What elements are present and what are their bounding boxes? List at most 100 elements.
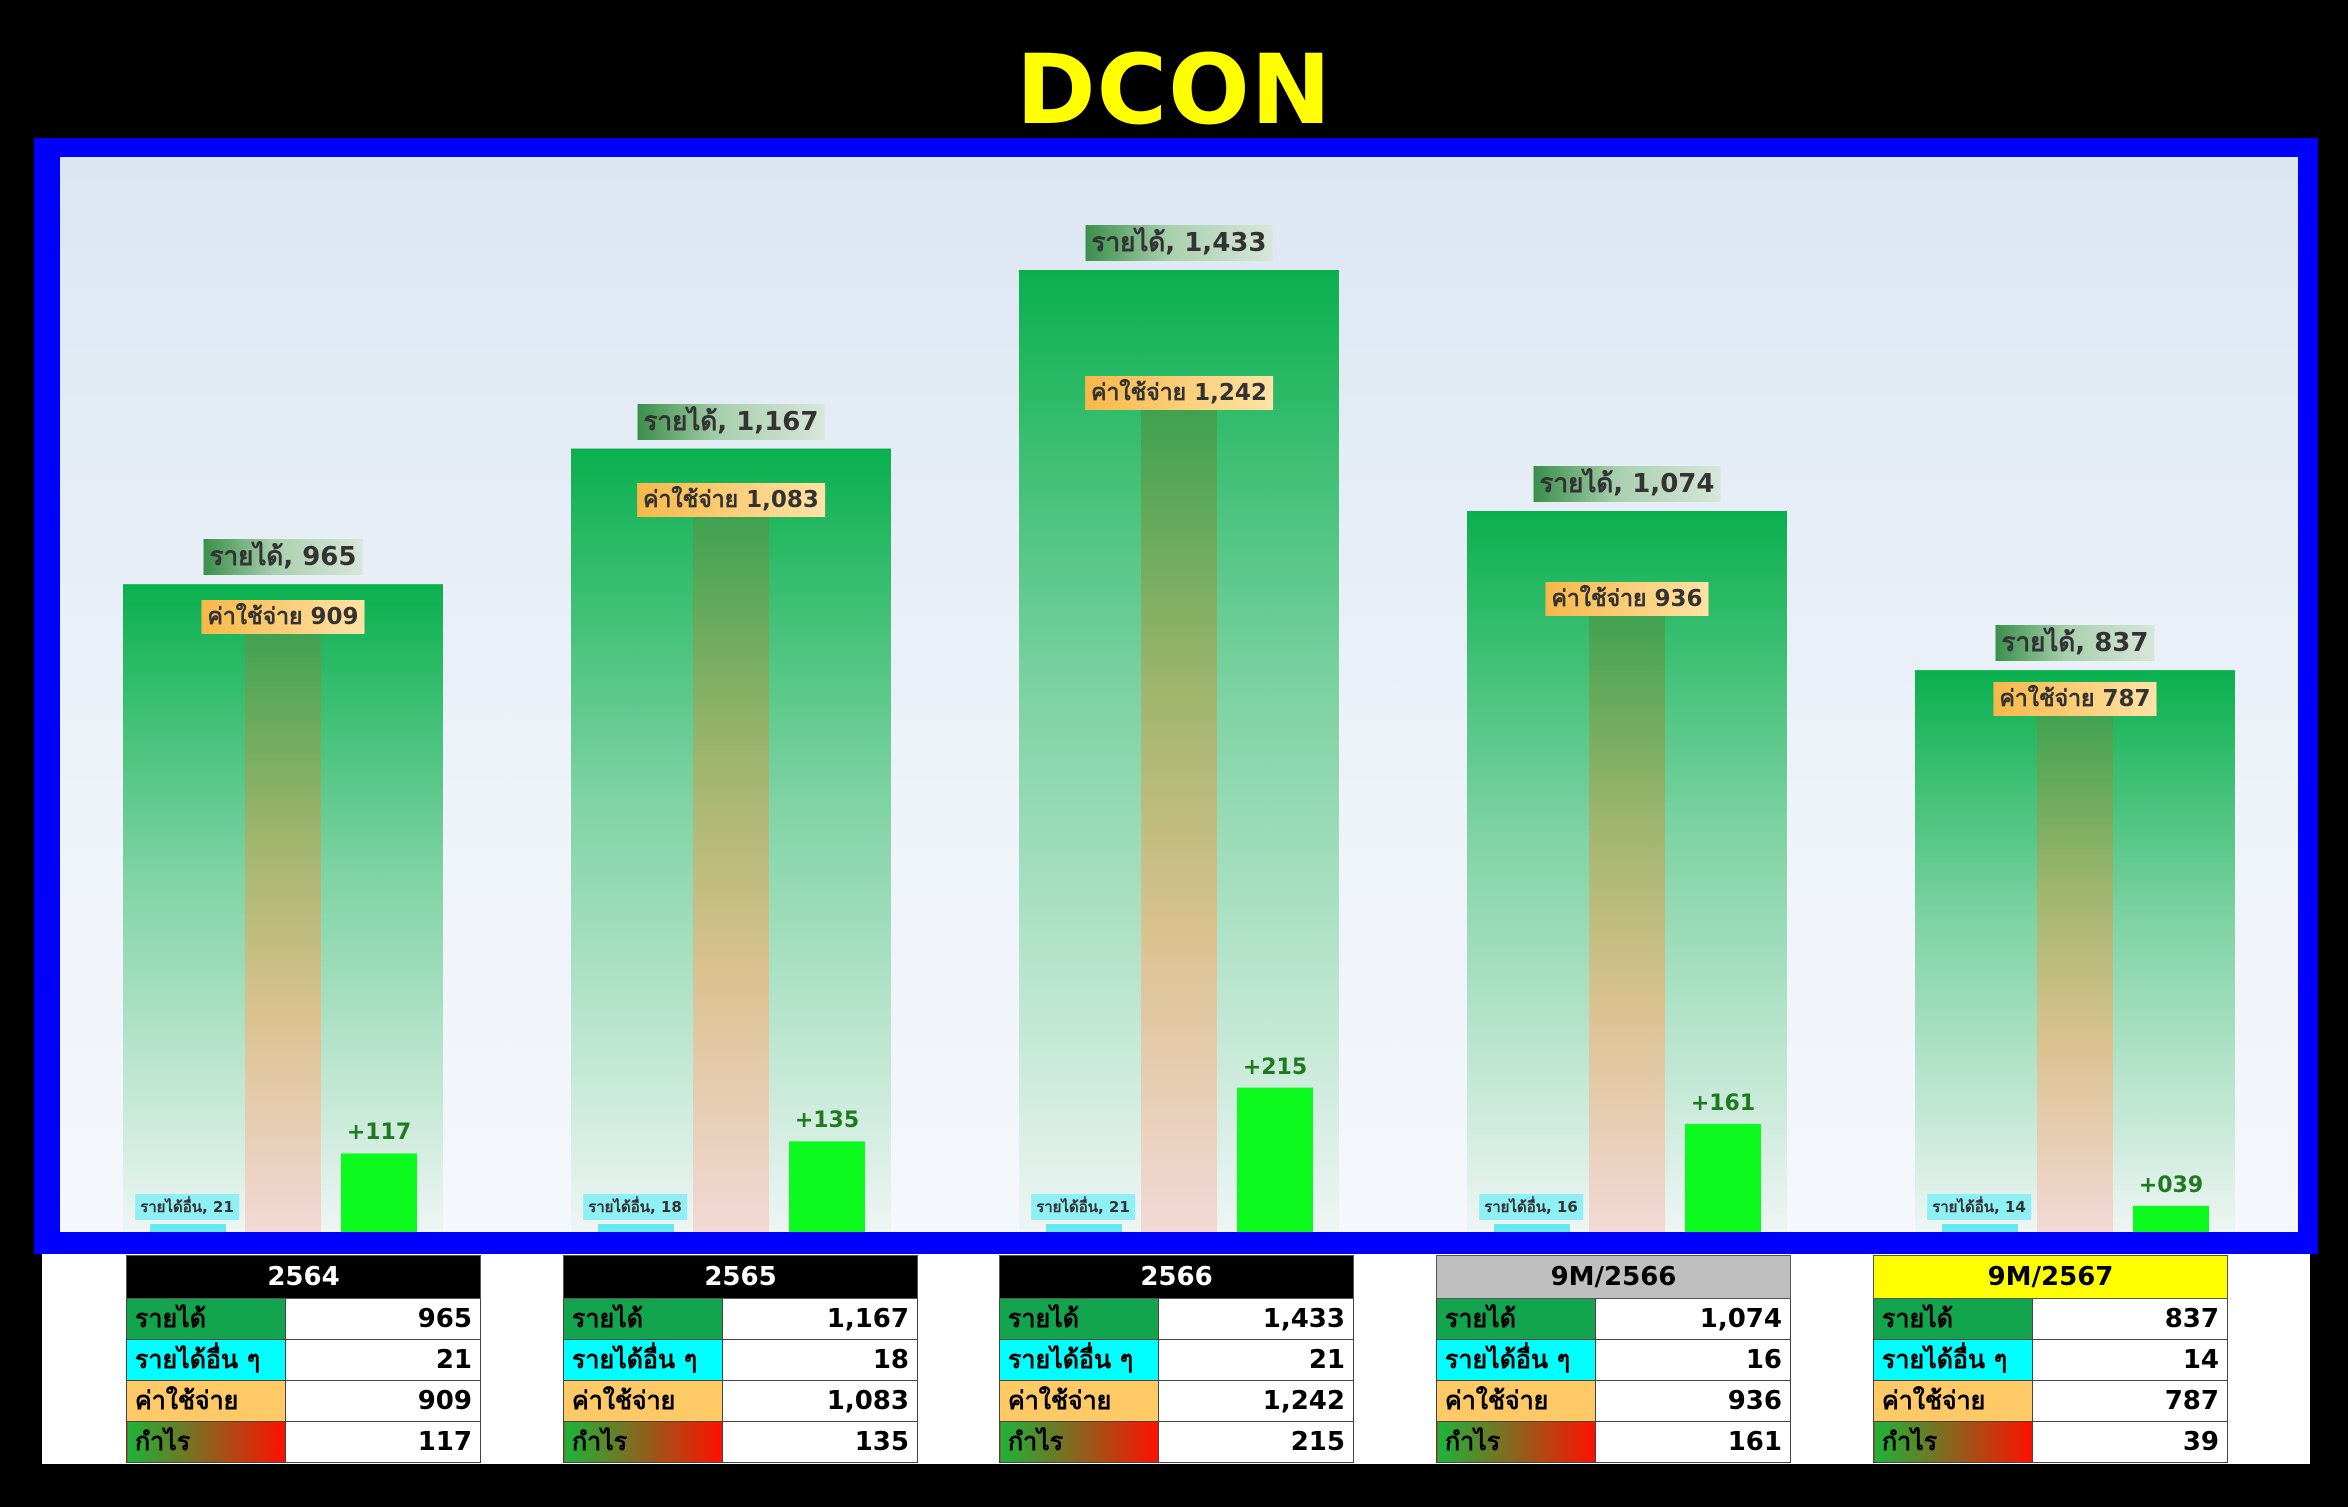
row-value: 936 — [1595, 1380, 1791, 1422]
revenue-data-label: รายได้, 1,433 — [1085, 225, 1273, 261]
other-income-bar — [1046, 1224, 1122, 1232]
summary-table: 2566 รายได้ 1,433 รายได้อื่น ๆ 21 ค่าใช้จ่… — [999, 1255, 1354, 1463]
expense-data-label: ค่าใช้จ่าย 1,242 — [1085, 376, 1273, 411]
row-label: รายได้ — [126, 1298, 286, 1340]
revenue-data-label: รายได้, 1,167 — [637, 403, 825, 440]
table-row: กำไร 117 — [126, 1421, 481, 1463]
row-label: รายได้ — [999, 1298, 1159, 1340]
row-label: รายได้อื่น ๆ — [126, 1339, 286, 1381]
table-row: รายได้อื่น ๆ 16 — [1436, 1339, 1791, 1381]
row-value: 965 — [285, 1298, 481, 1340]
row-value: 1,083 — [722, 1380, 918, 1422]
expense-data-label: ค่าใช้จ่าย 909 — [201, 599, 365, 634]
row-label: ค่าใช้จ่าย — [999, 1380, 1159, 1422]
expense-data-label: ค่าใช้จ่าย 936 — [1545, 581, 1709, 616]
row-value: 16 — [1595, 1339, 1791, 1381]
row-label: รายได้อื่น ๆ — [563, 1339, 723, 1381]
profit-bar — [1237, 1087, 1313, 1232]
revenue-data-label: รายได้, 965 — [203, 539, 363, 576]
summary-table: 2564 รายได้ 965 รายได้อื่น ๆ 21 ค่าใช้จ่าย… — [126, 1255, 481, 1463]
table-row: รายได้อื่น ๆ 21 — [999, 1339, 1354, 1381]
table-row: ค่าใช้จ่าย 909 — [126, 1380, 481, 1422]
row-value: 39 — [2032, 1421, 2228, 1463]
row-label: กำไร — [1873, 1421, 2033, 1463]
table-row: รายได้ 837 — [1873, 1298, 2228, 1340]
row-value: 837 — [2032, 1298, 2228, 1340]
table-row: ค่าใช้จ่าย 1,242 — [999, 1380, 1354, 1422]
row-value: 14 — [2032, 1339, 2228, 1381]
profit-bar — [789, 1141, 865, 1232]
row-label: ค่าใช้จ่าย — [1436, 1380, 1596, 1422]
summary-table: 2565 รายได้ 1,167 รายได้อื่น ๆ 18 ค่าใช้จ่… — [563, 1255, 918, 1463]
row-label: ค่าใช้จ่าย — [126, 1380, 286, 1422]
table-row: รายได้อื่น ๆ 21 — [126, 1339, 481, 1381]
profit-bar — [341, 1153, 417, 1232]
page-title: DCON — [1015, 34, 1333, 146]
row-value: 117 — [285, 1421, 481, 1463]
row-value: 1,242 — [1158, 1380, 1354, 1422]
row-label: กำไร — [1436, 1421, 1596, 1463]
other-income-bar — [1942, 1224, 2018, 1232]
expense-bar — [1589, 603, 1665, 1232]
table-row: รายได้ 1,433 — [999, 1298, 1354, 1340]
other-income-bar — [150, 1224, 226, 1232]
row-value: 135 — [722, 1421, 918, 1463]
table-row: รายได้อื่น ๆ 18 — [563, 1339, 918, 1381]
summary-table: 9M/2566 รายได้ 1,074 รายได้อื่น ๆ 16 ค่าใช… — [1436, 1255, 1791, 1463]
summary-table: 9M/2567 รายได้ 837 รายได้อื่น ๆ 14 ค่าใช้จ… — [1873, 1255, 2228, 1463]
expense-bar — [245, 621, 321, 1232]
profit-data-label: +215 — [1242, 1054, 1308, 1080]
row-value: 1,167 — [722, 1298, 918, 1340]
other-income-data-label: รายได้อื่น, 21 — [1031, 1194, 1135, 1220]
row-value: 215 — [1158, 1421, 1354, 1463]
expense-data-label: ค่าใช้จ่าย 787 — [1993, 681, 2157, 716]
profit-data-label: +039 — [2138, 1172, 2204, 1198]
chart-svg — [123, 270, 2235, 1232]
other-income-bar — [1494, 1224, 1570, 1232]
other-income-data-label: รายได้อื่น, 18 — [583, 1194, 687, 1220]
expense-bar — [693, 504, 769, 1232]
table-row: กำไร 161 — [1436, 1421, 1791, 1463]
revenue-data-label: รายได้, 1,074 — [1533, 466, 1721, 502]
table-row: รายได้ 965 — [126, 1298, 481, 1340]
table-header: 2565 — [563, 1255, 918, 1299]
expense-data-label: ค่าใช้จ่าย 1,083 — [637, 482, 825, 517]
profit-data-label: +117 — [346, 1120, 412, 1146]
profit-bar — [2133, 1205, 2209, 1232]
profit-data-label: +135 — [794, 1108, 860, 1134]
other-income-bar — [598, 1224, 674, 1232]
table-header: 9M/2567 — [1873, 1255, 2228, 1299]
chart-area: รายได้, 965 ค่าใช้จ่าย 909 +117 รายได้อื่น,… — [60, 157, 2298, 1232]
table-row: ค่าใช้จ่าย 787 — [1873, 1380, 2228, 1422]
table-row: รายได้ 1,074 — [1436, 1298, 1791, 1340]
row-label: ค่าใช้จ่าย — [563, 1380, 723, 1422]
table-row: รายได้ 1,167 — [563, 1298, 918, 1340]
row-label: รายได้ — [1873, 1298, 2033, 1340]
other-income-data-label: รายได้อื่น, 21 — [135, 1194, 239, 1220]
row-value: 18 — [722, 1339, 918, 1381]
row-value: 21 — [1158, 1339, 1354, 1381]
row-label: กำไร — [999, 1421, 1159, 1463]
table-row: ค่าใช้จ่าย 936 — [1436, 1380, 1791, 1422]
row-value: 1,433 — [1158, 1298, 1354, 1340]
revenue-data-label: รายได้, 837 — [1995, 625, 2155, 662]
table-row: กำไร 135 — [563, 1421, 918, 1463]
row-value: 787 — [2032, 1380, 2228, 1422]
other-income-data-label: รายได้อื่น, 14 — [1927, 1194, 2031, 1220]
table-row: กำไร 215 — [999, 1421, 1354, 1463]
table-header: 2566 — [999, 1255, 1354, 1299]
row-label: รายได้อื่น ๆ — [1436, 1339, 1596, 1381]
table-header: 9M/2566 — [1436, 1255, 1791, 1299]
row-label: ค่าใช้จ่าย — [1873, 1380, 2033, 1422]
other-income-data-label: รายได้อื่น, 16 — [1479, 1194, 1583, 1220]
row-label: รายได้ — [1436, 1298, 1596, 1340]
profit-data-label: +161 — [1690, 1090, 1756, 1116]
row-label: รายได้ — [563, 1298, 723, 1340]
row-label: รายได้อื่น ๆ — [1873, 1339, 2033, 1381]
row-label: กำไร — [126, 1421, 286, 1463]
expense-bar — [1141, 398, 1217, 1232]
row-label: กำไร — [563, 1421, 723, 1463]
expense-bar — [2037, 703, 2113, 1232]
row-label: รายได้อื่น ๆ — [999, 1339, 1159, 1381]
row-value: 909 — [285, 1380, 481, 1422]
